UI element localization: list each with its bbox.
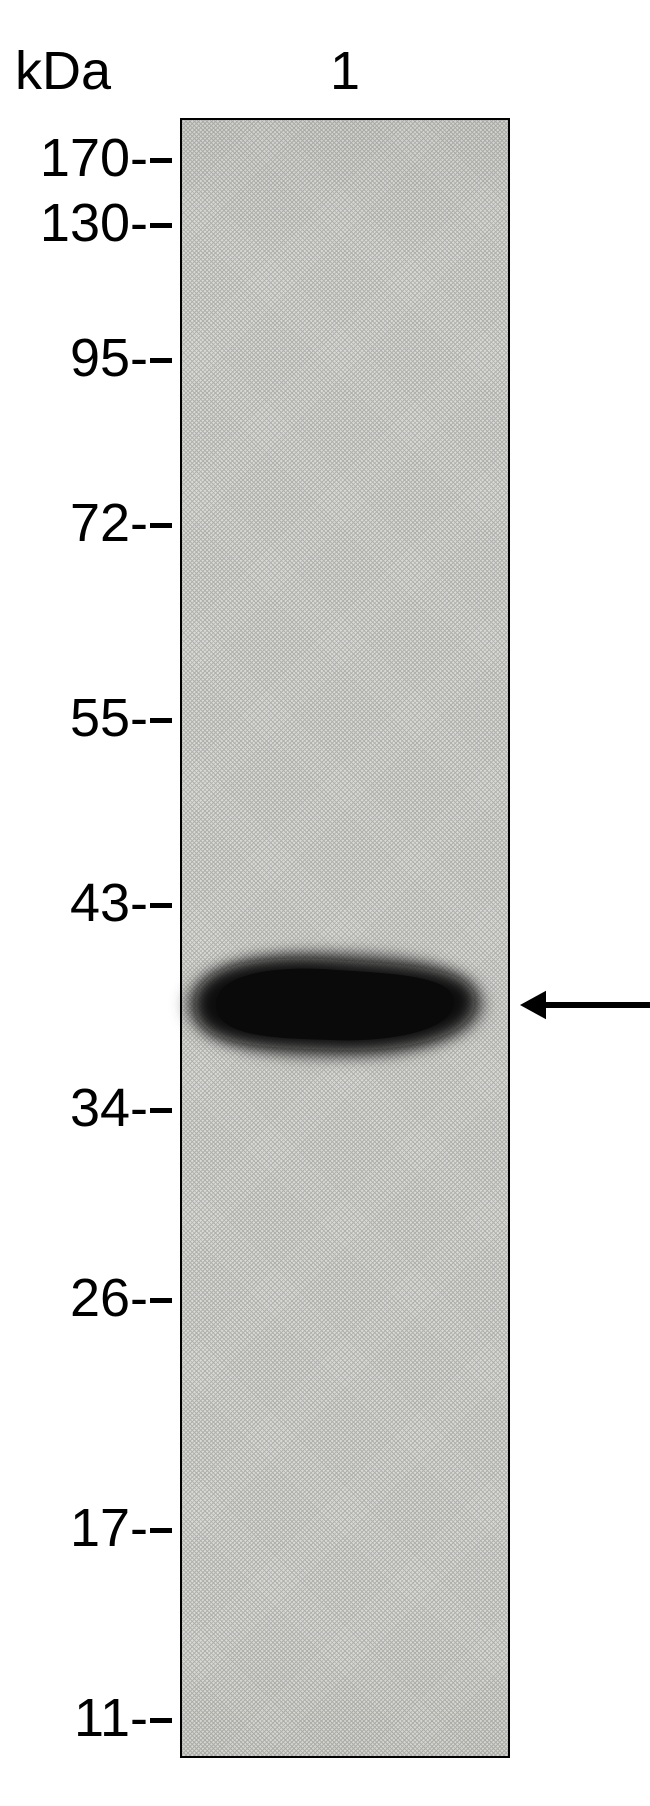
- lane-number: 1: [330, 40, 360, 102]
- marker-label: 95-: [70, 327, 148, 389]
- marker-tick: [150, 1528, 172, 1533]
- lane-border: [180, 118, 510, 1758]
- marker-label: 170-: [40, 127, 148, 189]
- marker-label: 17-: [70, 1497, 148, 1559]
- blot-figure: kDa 1 170-130- 95- 72- 55- 43- 34- 26- 17- 11-: [0, 0, 650, 1806]
- marker-tick: [150, 718, 172, 723]
- marker-tick: [150, 1718, 172, 1723]
- marker-label: 130-: [40, 192, 148, 254]
- marker-label: 72-: [70, 492, 148, 554]
- axis-title: kDa: [15, 40, 111, 102]
- marker-label: 34-: [70, 1077, 148, 1139]
- marker-tick: [150, 223, 172, 228]
- marker-tick: [150, 523, 172, 528]
- band-arrow-icon: [520, 979, 650, 1031]
- marker-label: 55-: [70, 687, 148, 749]
- marker-label: 26-: [70, 1267, 148, 1329]
- marker-tick: [150, 903, 172, 908]
- marker-tick: [150, 358, 172, 363]
- marker-tick: [150, 158, 172, 163]
- marker-label: 43-: [70, 872, 148, 934]
- marker-label: 11-: [74, 1687, 148, 1749]
- marker-tick: [150, 1108, 172, 1113]
- marker-tick: [150, 1298, 172, 1303]
